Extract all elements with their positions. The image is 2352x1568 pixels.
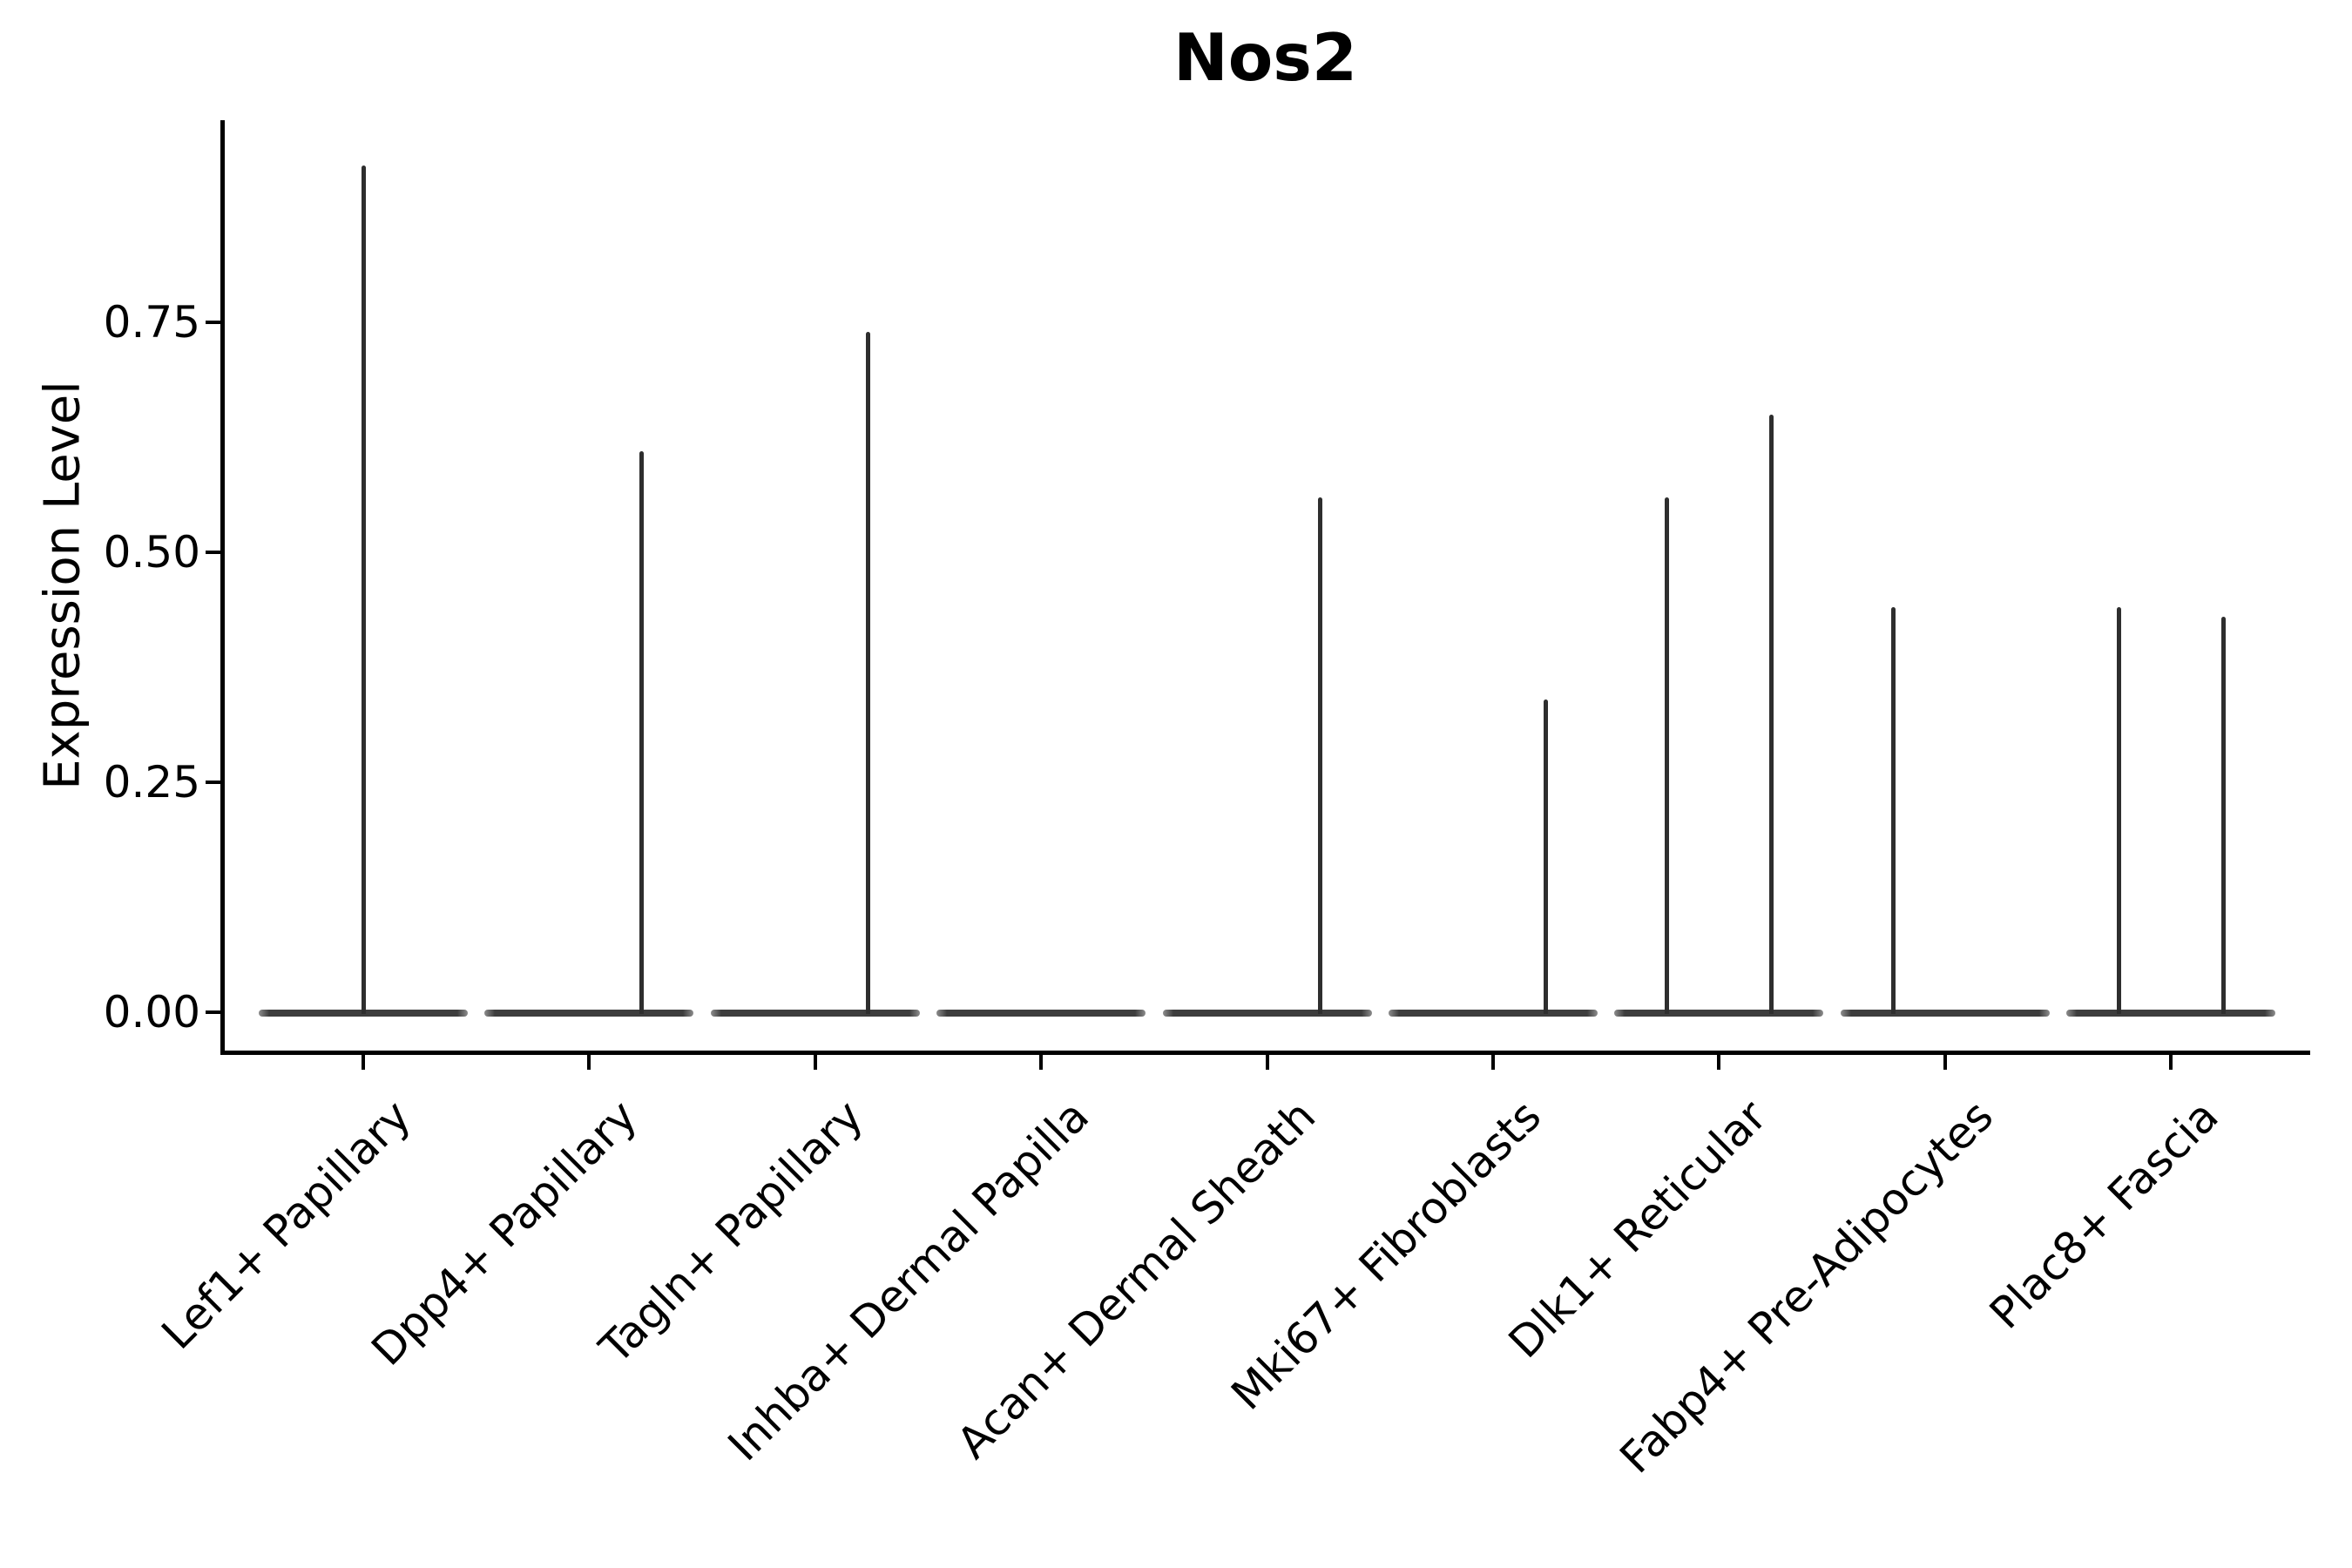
- x-tick-label: Plac8+ Fascia: [1980, 1091, 2229, 1339]
- violin-body: [2066, 1010, 2275, 1017]
- y-tick-label: 0.75: [103, 297, 200, 348]
- violin-tail: [1890, 607, 1896, 1014]
- violin-tail: [2116, 607, 2121, 1014]
- y-tick-mark: [206, 1010, 220, 1014]
- violin-body: [1614, 1010, 1823, 1017]
- plot-title: Nos2: [1173, 19, 1358, 96]
- y-tick-mark: [206, 321, 220, 324]
- violin-tail: [361, 166, 366, 1014]
- x-tick-label: Acan+ Dermal Sheath: [947, 1091, 1326, 1469]
- y-tick-mark: [206, 551, 220, 554]
- x-tick-mark: [1717, 1055, 1720, 1070]
- y-axis-spine: [220, 120, 225, 1055]
- x-tick-mark: [1039, 1055, 1043, 1070]
- y-tick-label: 0.00: [103, 987, 200, 1037]
- violin-tail: [1664, 497, 1669, 1014]
- y-tick-label: 0.50: [103, 527, 200, 578]
- y-axis-label: Expression Level: [34, 381, 91, 790]
- y-tick-label: 0.25: [103, 757, 200, 808]
- violin-body: [1389, 1010, 1598, 1017]
- x-tick-label: Lef1+ Papillary: [152, 1091, 422, 1360]
- x-tick-mark: [2169, 1055, 2173, 1070]
- violin-tail: [865, 331, 870, 1014]
- violin-tail: [639, 450, 644, 1014]
- x-tick-mark: [1943, 1055, 1947, 1070]
- violin-tail: [1543, 699, 1548, 1014]
- x-tick-mark: [1266, 1055, 1269, 1070]
- violin-tail: [2220, 616, 2226, 1014]
- x-tick-mark: [362, 1055, 365, 1070]
- violin-tail: [1768, 414, 1774, 1014]
- violin-tail: [1317, 497, 1322, 1014]
- x-tick-mark: [1491, 1055, 1495, 1070]
- violin-body: [711, 1010, 920, 1017]
- x-axis-spine: [220, 1051, 2310, 1055]
- violin-body: [484, 1010, 693, 1017]
- violin-body: [1841, 1010, 2050, 1017]
- y-tick-mark: [206, 781, 220, 784]
- x-tick-mark: [814, 1055, 817, 1070]
- x-tick-label: Fabp4+ Pre-Adipocytes: [1610, 1091, 2004, 1484]
- x-tick-label: Inhba+ Dermal Papilla: [718, 1091, 1099, 1471]
- violin-body: [936, 1010, 1146, 1017]
- violin-body: [1163, 1010, 1372, 1017]
- x-tick-mark: [587, 1055, 591, 1070]
